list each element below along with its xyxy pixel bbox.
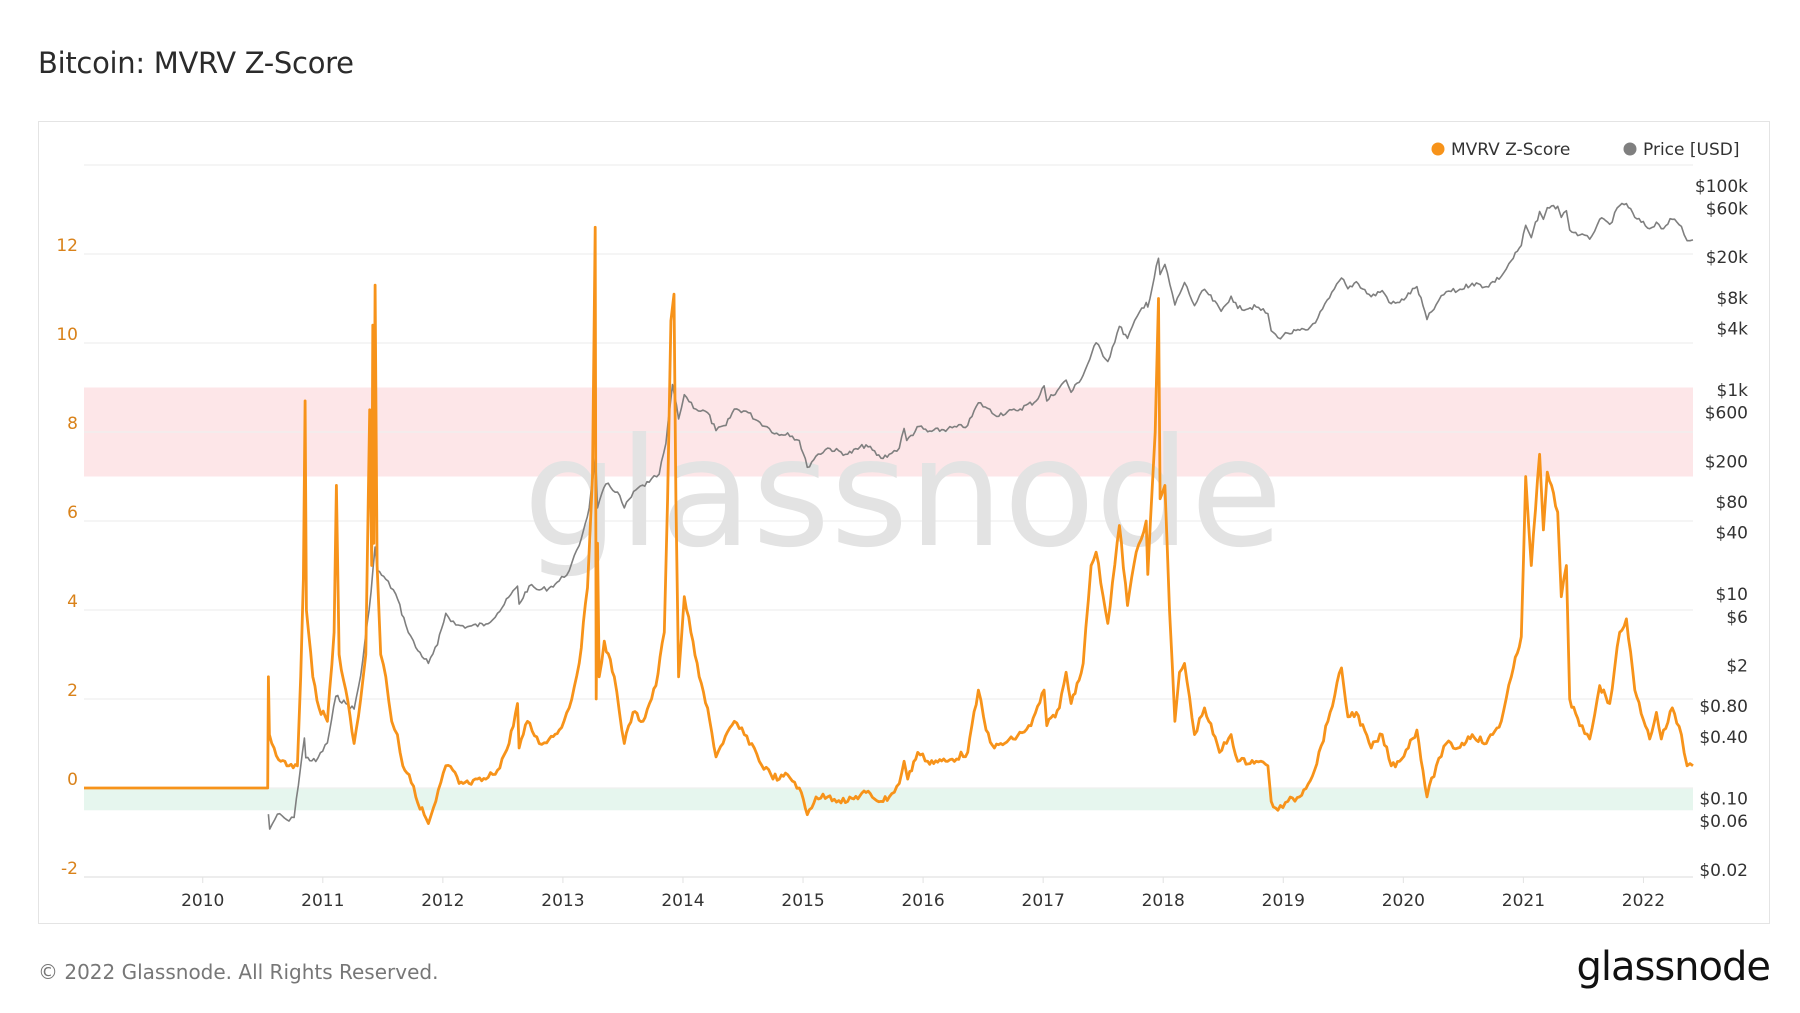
copyright-text: © 2022 Glassnode. All Rights Reserved.: [38, 960, 439, 984]
legend: MVRV Z-Score Price [USD]: [1431, 140, 1740, 160]
legend-dot-mvrv: [1431, 142, 1445, 156]
legend-dot-price: [1623, 142, 1637, 156]
x-axis-tick-label: 2015: [781, 891, 824, 911]
mvrv-zscore-line: [84, 225, 1694, 825]
x-axis-tick-label: 2017: [1022, 891, 1065, 911]
x-axis-tick-label: 2020: [1382, 891, 1425, 911]
left-axis-tick-label: 6: [67, 503, 78, 523]
x-axis-tick-label: 2011: [301, 891, 344, 911]
right-axis-tick-label: $0.40: [1699, 728, 1748, 748]
legend-item-price[interactable]: Price [USD]: [1623, 140, 1740, 160]
legend-label-price: Price [USD]: [1643, 140, 1739, 160]
legend-item-mvrv[interactable]: MVRV Z-Score: [1431, 140, 1571, 160]
right-axis-tick-label: $10: [1716, 585, 1748, 605]
left-axis-tick-label: 4: [67, 592, 78, 612]
right-axis-tick-label: $100k: [1695, 177, 1748, 197]
x-axis-tick-label: 2019: [1262, 891, 1305, 911]
right-axis-tick-label: $0.80: [1699, 697, 1748, 717]
x-axis-tick-label: 2022: [1622, 891, 1665, 911]
x-axis-tick-label: 2021: [1502, 891, 1545, 911]
right-axis-tick-label: $6: [1726, 608, 1748, 628]
right-axis-tick-label: $0.02: [1699, 861, 1748, 881]
x-axis-tick-label: 2018: [1142, 891, 1185, 911]
x-axis-tick-label: 2013: [541, 891, 584, 911]
right-axis-tick-label: $80: [1716, 493, 1748, 513]
right-axis-tick-label: $20k: [1706, 248, 1748, 268]
x-axis-tick-label: 2012: [421, 891, 464, 911]
left-axis-tick-label: -2: [61, 859, 78, 879]
right-axis-tick-label: $8k: [1717, 289, 1749, 309]
left-axis-labels: -2 0 2 4 6 8 10 12: [56, 236, 78, 879]
right-axis-tick-label: $40: [1716, 524, 1748, 544]
series-lines: [84, 202, 1694, 830]
right-axis-tick-label: $2: [1726, 657, 1748, 677]
right-axis-tick-label: $0.06: [1699, 812, 1748, 832]
chart-title: Bitcoin: MVRV Z-Score: [38, 46, 354, 80]
left-axis-tick-label: 10: [56, 325, 78, 345]
right-axis-labels: $100k$60k $20k $8k $4k $1k $600 $200 $80 $40 $10 $…: [1695, 177, 1748, 881]
left-axis-tick-label: 2: [67, 681, 78, 701]
right-axis-tick-label: $600: [1705, 404, 1748, 424]
x-axis-tick-label: 2010: [181, 891, 224, 911]
gridlines: [84, 164, 1693, 878]
right-axis-tick-label: $1k: [1717, 381, 1749, 401]
x-axis-tick-label: 2014: [661, 891, 704, 911]
right-axis-tick-label: $4k: [1717, 320, 1749, 340]
left-axis-tick-label: 12: [56, 236, 78, 256]
left-axis-tick-label: 8: [67, 414, 78, 434]
right-axis-tick-label: $60k: [1706, 199, 1748, 219]
x-axis-tick-label: 2016: [901, 891, 944, 911]
glassnode-logo[interactable]: glassnode: [1576, 944, 1771, 990]
right-axis-tick-label: $0.10: [1699, 789, 1748, 809]
x-axis-labels: 2010 2011 2012 2013 2014 2015 2016 2017 2018 2019…: [181, 877, 1665, 911]
left-axis-tick-label: 0: [67, 770, 78, 790]
price-line: [267, 202, 1694, 830]
right-axis-tick-label: $200: [1705, 452, 1748, 472]
legend-label-mvrv: MVRV Z-Score: [1451, 140, 1570, 160]
chart-container: [38, 121, 1770, 924]
